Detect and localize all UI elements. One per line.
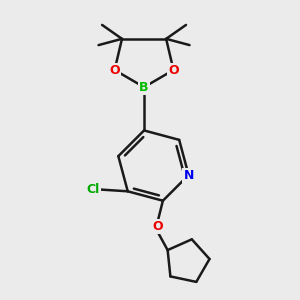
Text: B: B — [139, 81, 149, 94]
Text: Cl: Cl — [86, 183, 100, 196]
Text: O: O — [168, 64, 179, 76]
Text: N: N — [183, 169, 194, 182]
Text: O: O — [109, 64, 120, 76]
Text: O: O — [152, 220, 163, 233]
